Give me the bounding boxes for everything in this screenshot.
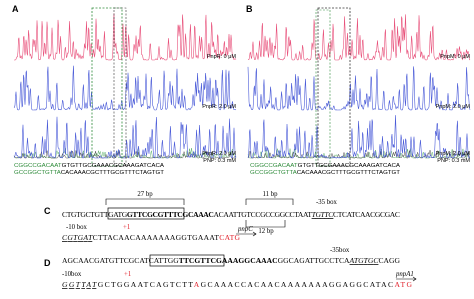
annotation: 27 bp [137,191,153,198]
protected-region-box [315,9,331,167]
bracket [105,198,294,205]
annotation: +1 [123,224,130,231]
box [149,254,225,267]
annotation: 12 bp [258,228,274,235]
trace-label: PnpM: 2.0 μM [436,104,471,110]
trace [13,65,237,111]
annotation: +1 [124,271,131,278]
sequence: CGGCCGACAAT GTGTTGCGAAACGCAAAGATCACA [14,163,165,169]
arrow [236,231,257,237]
protected-region-box [113,7,127,167]
arrow [396,276,417,282]
sequence: GCCGGCTGTTA CACAAACGCTTTGCGTTTCTAGTGT [14,170,164,176]
panel-label: C [44,206,51,216]
trace-label: PnpM: 0 μM [440,54,470,60]
protected-region-box [91,7,123,167]
trace-label: PNP: 0.3 mM [203,158,236,164]
trace-label: PNP: 0.3 mM [437,158,470,164]
trace [247,115,471,159]
trace-label: PnpM: 2.0 μM [436,151,471,157]
panel-label: A [12,4,19,14]
bracket [245,220,286,228]
panel-label: D [44,258,51,268]
sequence: CGGCCGACAAT GTGTTGCGAAACGCAAAGATCACA [250,163,401,169]
trace [247,14,471,61]
trace [247,66,471,111]
sequence: CGTGATCTTACAACAAAAAAAGGTGAAATCATG [62,233,241,242]
traces [13,13,471,159]
trace [13,116,237,159]
trace [14,13,237,61]
trace-label: PnpR: 2.0 μM [202,151,236,157]
trace [13,149,237,159]
trace-label: PnpR: 2.0 μM [202,104,236,110]
annotation: -35 box [316,199,338,206]
sequence: CTGTGCTGTTGATGGTTCGCGTTTCGCAAACACAATTGTC… [62,210,400,219]
annotation: -35box [330,247,350,254]
box [107,207,185,220]
annotation: -10box [62,271,82,278]
protected-region-box [317,7,351,167]
sequence: GCCGGCTGTTA CACAAACGCTTTGCGTTTCTAGTGT [250,170,400,176]
panel-label: B [246,4,253,14]
trace [247,149,471,159]
annotation: -10 box [66,224,88,231]
sequence: GGTTATGCTGGAATCAGTCTTAGCAAACCACAACAAAAAA… [62,280,413,289]
annotation: pnpC [237,226,253,233]
annotation: 11 bp [262,191,278,198]
sequence: AGCAACGATGTTCGCATCATTGGTTCGTTCGAAAGGCAAA… [62,256,401,265]
trace-label: PnpR: 0 μM [207,54,237,60]
annotation: pnpA1 [395,271,414,278]
